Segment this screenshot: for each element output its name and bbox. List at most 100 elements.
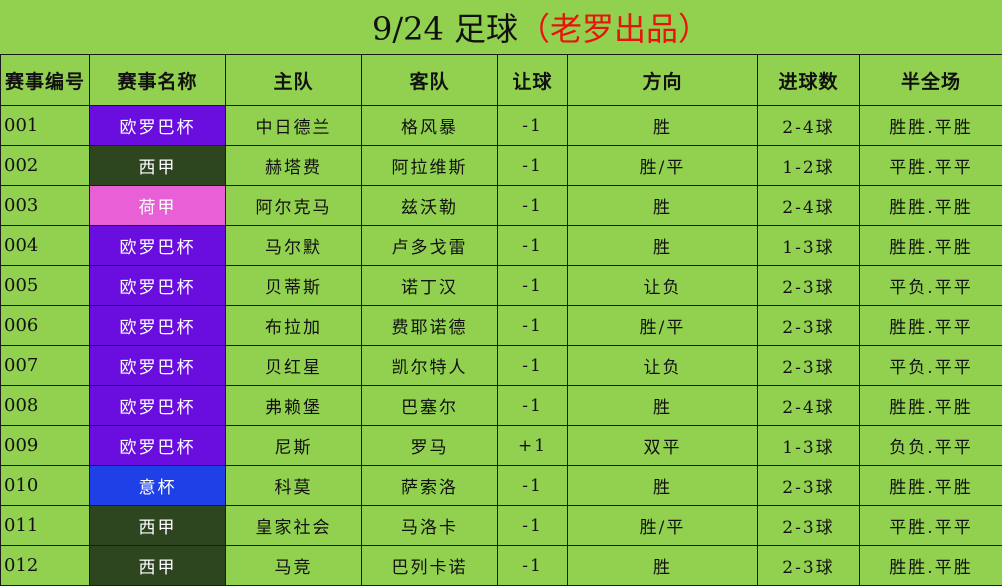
cell-half-full: 负负.平平 (860, 426, 1002, 466)
header-match-id: 赛事编号 (1, 55, 90, 106)
cell-home-team: 贝红星 (226, 346, 362, 386)
cell-home-team: 赫塔费 (226, 146, 362, 186)
header-row: 赛事编号赛事名称主队客队让球方向进球数半全场 (1, 55, 1002, 106)
cell-home-team: 阿尔克马 (226, 186, 362, 226)
cell-half-full: 平负.平平 (860, 346, 1002, 386)
cell-league: 欧罗巴杯 (90, 386, 226, 426)
cell-league: 欧罗巴杯 (90, 226, 226, 266)
cell-league: 欧罗巴杯 (90, 266, 226, 306)
cell-league: 欧罗巴杯 (90, 306, 226, 346)
cell-goals: 1-3球 (758, 226, 860, 266)
cell-goals: 1-3球 (758, 426, 860, 466)
cell-league: 欧罗巴杯 (90, 426, 226, 466)
header-away-team: 客队 (362, 55, 498, 106)
cell-half-full: 胜胜.平胜 (860, 546, 1002, 586)
cell-home-team: 尼斯 (226, 426, 362, 466)
cell-goals: 1-2球 (758, 146, 860, 186)
cell-match-id: 006 (1, 306, 90, 346)
cell-away-team: 巴列卡诺 (362, 546, 498, 586)
cell-half-full: 平胜.平平 (860, 146, 1002, 186)
cell-away-team: 巴塞尔 (362, 386, 498, 426)
cell-goals: 2-3球 (758, 306, 860, 346)
cell-half-full: 胜胜.平胜 (860, 106, 1002, 146)
cell-half-full: 胜胜.平胜 (860, 466, 1002, 506)
cell-goals: 2-4球 (758, 106, 860, 146)
cell-handicap: -1 (498, 346, 568, 386)
cell-direction: 胜 (568, 186, 758, 226)
cell-half-full: 胜胜.平胜 (860, 386, 1002, 426)
cell-goals: 2-3球 (758, 506, 860, 546)
cell-match-id: 007 (1, 346, 90, 386)
cell-home-team: 布拉加 (226, 306, 362, 346)
cell-home-team: 马竞 (226, 546, 362, 586)
cell-away-team: 凯尔特人 (362, 346, 498, 386)
cell-direction: 胜 (568, 106, 758, 146)
cell-home-team: 弗赖堡 (226, 386, 362, 426)
cell-league: 西甲 (90, 546, 226, 586)
cell-handicap: -1 (498, 146, 568, 186)
header-half-full: 半全场 (860, 55, 1002, 106)
header-home-team: 主队 (226, 55, 362, 106)
cell-handicap: -1 (498, 306, 568, 346)
cell-handicap: +1 (498, 426, 568, 466)
cell-match-id: 010 (1, 466, 90, 506)
cell-match-id: 012 (1, 546, 90, 586)
cell-handicap: -1 (498, 226, 568, 266)
cell-away-team: 诺丁汉 (362, 266, 498, 306)
cell-away-team: 阿拉维斯 (362, 146, 498, 186)
cell-direction: 让负 (568, 346, 758, 386)
cell-direction: 胜/平 (568, 306, 758, 346)
cell-league: 欧罗巴杯 (90, 106, 226, 146)
cell-league: 欧罗巴杯 (90, 346, 226, 386)
cell-league: 意杯 (90, 466, 226, 506)
cell-direction: 胜/平 (568, 146, 758, 186)
cell-handicap: -1 (498, 546, 568, 586)
cell-match-id: 001 (1, 106, 90, 146)
page-title: 9/24 足球（老罗出品） (0, 0, 1002, 54)
cell-away-team: 费耶诺德 (362, 306, 498, 346)
header-league: 赛事名称 (90, 55, 226, 106)
cell-goals: 2-3球 (758, 466, 860, 506)
cell-goals: 2-3球 (758, 346, 860, 386)
cell-handicap: -1 (498, 506, 568, 546)
cell-home-team: 科莫 (226, 466, 362, 506)
cell-goals: 2-3球 (758, 546, 860, 586)
cell-league: 西甲 (90, 506, 226, 546)
cell-league: 荷甲 (90, 186, 226, 226)
cell-direction: 胜 (568, 386, 758, 426)
cell-half-full: 胜胜.平胜 (860, 226, 1002, 266)
cell-away-team: 格风暴 (362, 106, 498, 146)
header-goals: 进球数 (758, 55, 860, 106)
cell-handicap: -1 (498, 386, 568, 426)
cell-direction: 胜 (568, 546, 758, 586)
cell-handicap: -1 (498, 106, 568, 146)
cell-league: 西甲 (90, 146, 226, 186)
cell-match-id: 003 (1, 186, 90, 226)
cell-away-team: 罗马 (362, 426, 498, 466)
cell-home-team: 马尔默 (226, 226, 362, 266)
title-main: 9/24 足球 (372, 10, 518, 48)
cell-away-team: 萨索洛 (362, 466, 498, 506)
cell-away-team: 兹沃勒 (362, 186, 498, 226)
cell-away-team: 马洛卡 (362, 506, 498, 546)
cell-match-id: 009 (1, 426, 90, 466)
cell-handicap: -1 (498, 266, 568, 306)
cell-goals: 2-4球 (758, 386, 860, 426)
cell-direction: 让负 (568, 266, 758, 306)
cell-goals: 2-3球 (758, 266, 860, 306)
cell-home-team: 贝蒂斯 (226, 266, 362, 306)
cell-match-id: 011 (1, 506, 90, 546)
